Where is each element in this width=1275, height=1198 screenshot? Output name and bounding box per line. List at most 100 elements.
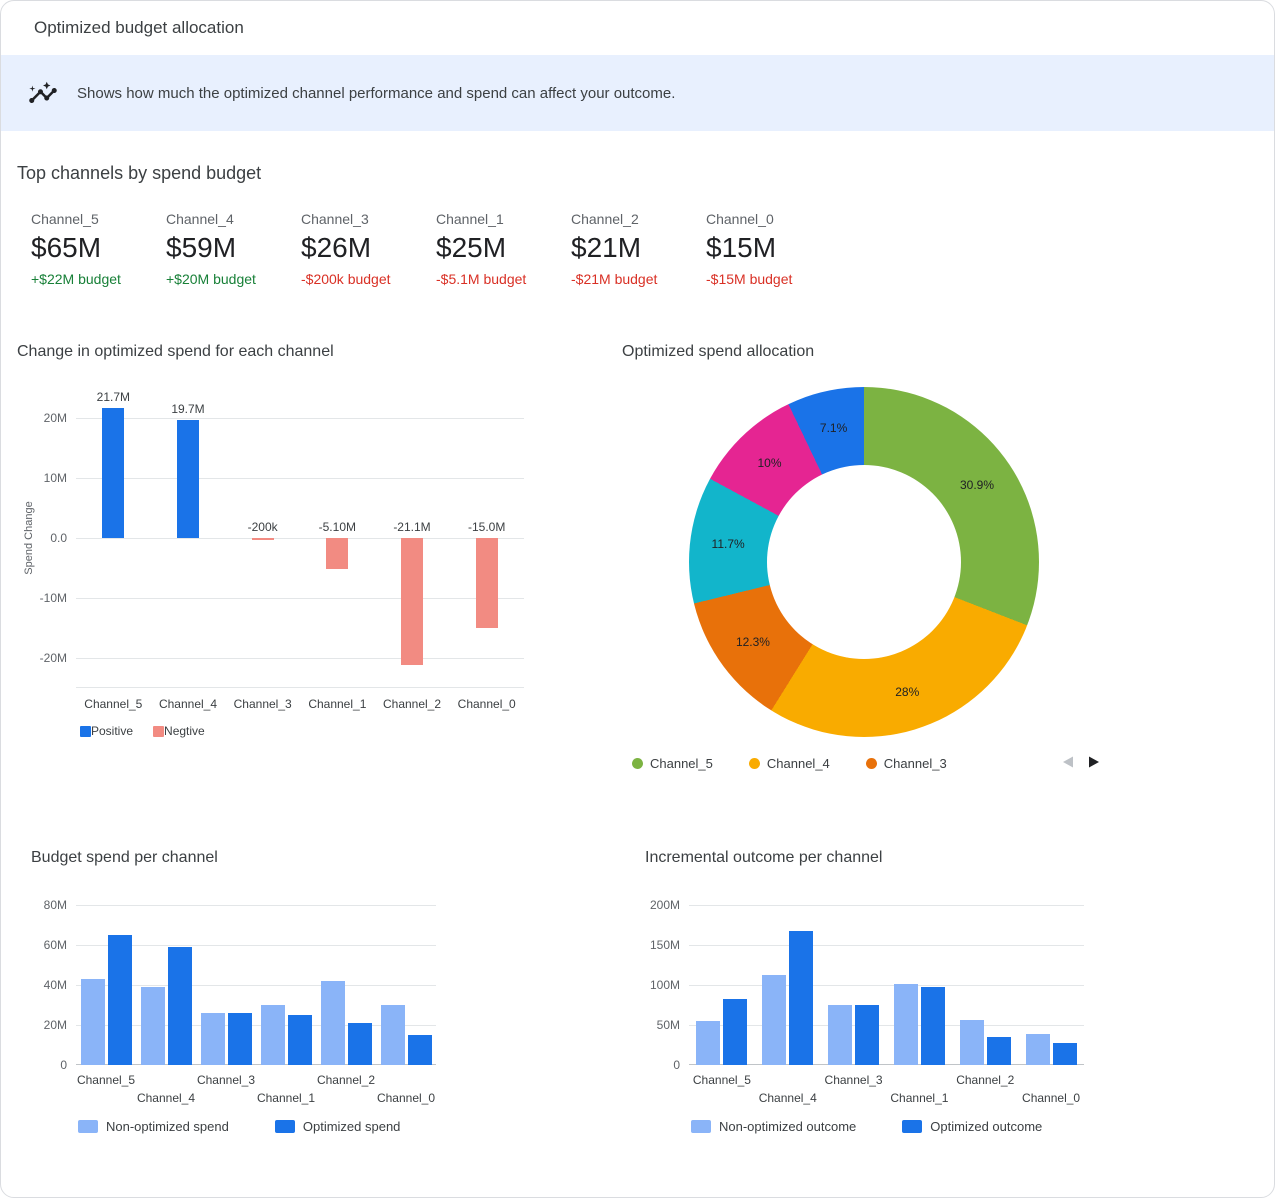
legend-swatch	[274, 1120, 295, 1133]
bar-non-optimized-spend-channel-2[interactable]	[320, 981, 345, 1065]
titlebar: Optimized budget allocation	[1, 1, 1274, 55]
legend-item-non-optimized-outcome: Non-optimized outcome	[691, 1119, 856, 1134]
spend-change-legend: Positive Negtive	[80, 724, 524, 738]
legend-swatch	[78, 1120, 98, 1133]
bar-optimized-spend-channel-0[interactable]	[407, 1035, 432, 1065]
bar-non-optimized-outcome-channel-3[interactable]	[828, 1005, 853, 1065]
charts-row-bottom: Budget spend per channel 0 20M 40M 60M 80M C…	[1, 849, 1274, 1134]
incremental-outcome-chart-title: Incremental outcome per channel	[645, 849, 883, 866]
bar-channel-3[interactable]	[251, 538, 274, 540]
bar-non-optimized-outcome-channel-2[interactable]	[959, 1020, 984, 1065]
y-tick-label: 150M	[649, 938, 680, 952]
gridline	[76, 478, 524, 479]
budget-spend-legend: Non-optimized spend Optimized spend	[78, 1119, 436, 1134]
next-triangle-icon	[1088, 755, 1101, 772]
channel-budget-delta: -$200k budget	[301, 271, 391, 287]
donut-slice-label: 12.3%	[735, 635, 770, 650]
bar-non-optimized-spend-channel-3[interactable]	[200, 1013, 225, 1065]
x-axis-label: Channel_5	[76, 1073, 136, 1087]
gridline	[689, 985, 1084, 986]
bar-value-label: -21.1M	[393, 520, 431, 534]
bar-channel-1[interactable]	[326, 538, 349, 569]
legend-label: Optimized outcome	[930, 1119, 1043, 1134]
x-axis-labels: Channel_5 Channel_4 Channel_3 Channel_1 Chan…	[76, 697, 524, 711]
y-tick-label: 60M	[43, 938, 67, 952]
bar-optimized-outcome-channel-1[interactable]	[920, 987, 945, 1065]
bar-non-optimized-outcome-channel-5[interactable]	[696, 1021, 721, 1065]
channel-name: Channel_3	[301, 211, 369, 227]
legend-item-channel-5: Channel_5	[632, 756, 713, 771]
charts-row-middle: Change in optimized spend for each chann…	[1, 343, 1274, 773]
y-tick-label: 200M	[649, 898, 680, 912]
channel-budget-delta: -$21M budget	[571, 271, 658, 287]
x-axis-label: Channel_4	[136, 1091, 196, 1105]
bar-optimized-spend-channel-5[interactable]	[107, 935, 132, 1065]
legend-label: Non-optimized spend	[106, 1119, 229, 1134]
channel-name: Channel_5	[31, 211, 99, 227]
gridline	[76, 985, 436, 986]
bar-optimized-outcome-channel-5[interactable]	[723, 998, 748, 1065]
legend-swatch	[153, 725, 165, 737]
channel-card-channel-0: Channel_0 $15M -$15M budget	[706, 211, 841, 287]
x-axis-label: Channel_5	[692, 1073, 751, 1087]
legend-item-channel-3: Channel_3	[865, 756, 947, 771]
spend-change-plot: 20M 10M 0.0 -10M -20M 21.7M 19.7M -200k -5.10M -2…	[40, 388, 524, 688]
x-axis-label: Channel_3	[196, 1073, 256, 1087]
y-tick-label: 20M	[43, 411, 67, 425]
bar-non-optimized-spend-channel-5[interactable]	[80, 979, 105, 1065]
y-tick-label: 100M	[649, 978, 680, 992]
bar-optimized-spend-channel-2[interactable]	[347, 1023, 372, 1065]
bar-channel-2[interactable]	[401, 538, 423, 665]
x-axis-label: Channel_4	[758, 1091, 817, 1105]
x-axis-label: Channel_2	[316, 1073, 376, 1087]
y-tick-label: -20M	[39, 651, 67, 665]
budget-spend-plot: 0 20M 40M 60M 80M	[44, 895, 436, 1072]
donut-slice-label: 7.1%	[819, 421, 848, 436]
bar-optimized-spend-channel-1[interactable]	[287, 1015, 312, 1065]
bar-non-optimized-spend-channel-1[interactable]	[260, 1005, 285, 1065]
legend-swatch	[80, 725, 91, 737]
donut-slice-label: 28%	[895, 684, 920, 699]
channel-card-channel-3: Channel_3 $26M -$200k budget	[301, 211, 436, 287]
bar-optimized-spend-channel-3[interactable]	[227, 1013, 252, 1065]
bar-value-label: -5.10M	[318, 520, 356, 534]
gridline	[76, 598, 524, 599]
channel-card-channel-4: Channel_4 $59M +$20M budget	[166, 211, 301, 287]
channel-spend-value: $59M	[166, 232, 237, 263]
gridline	[76, 538, 524, 539]
channel-card-channel-5: Channel_5 $65M +$22M budget	[31, 211, 166, 287]
incremental-outcome-chart: 0 50M 100M 150M 200M Channel_5 Channel_4 Chann…	[650, 895, 1084, 1134]
x-axis-label: Channel_3	[824, 1073, 883, 1087]
x-axis-label: Channel_2	[382, 697, 442, 711]
bar-optimized-outcome-channel-3[interactable]	[855, 1005, 880, 1065]
spend-allocation-chart-block: Optimized spend allocation 7.1% 30.9% 28% 1…	[622, 343, 1274, 773]
legend-next-button[interactable]	[1084, 753, 1104, 773]
bar-channel-4[interactable]	[177, 419, 199, 538]
spend-change-chart-title: Change in optimized spend for each chann…	[17, 343, 334, 360]
bar-non-optimized-outcome-channel-0[interactable]	[1025, 1033, 1050, 1065]
bar-optimized-outcome-channel-4[interactable]	[789, 931, 814, 1065]
bar-non-optimized-spend-channel-0[interactable]	[380, 1005, 405, 1065]
legend-item-negtive: Negtive	[153, 724, 205, 738]
bar-optimized-outcome-channel-2[interactable]	[986, 1037, 1011, 1065]
x-axis-labels: Channel_5 Channel_4 Channel_3 Channel_1 Chan…	[689, 1065, 1084, 1111]
donut-chart: 7.1% 30.9% 28% 12.3% 11.7% 10%	[689, 387, 1039, 737]
legend-item-positive: Positive	[80, 724, 133, 738]
spend-allocation-chart-title: Optimized spend allocation	[622, 343, 815, 360]
channel-card-channel-1: Channel_1 $25M -$5.1M budget	[436, 211, 571, 287]
bar-optimized-outcome-channel-0[interactable]	[1052, 1043, 1077, 1065]
bar-non-optimized-spend-channel-4[interactable]	[140, 987, 165, 1065]
budget-spend-chart-block: Budget spend per channel 0 20M 40M 60M 80M C…	[1, 849, 622, 1134]
top-channels-title: Top channels by spend budget	[17, 163, 262, 183]
channel-spend-value: $25M	[436, 232, 507, 263]
bar-channel-5[interactable]	[102, 407, 125, 538]
y-tick-label: 80M	[43, 898, 67, 912]
bar-non-optimized-outcome-channel-1[interactable]	[893, 984, 918, 1065]
channel-spend-value: $26M	[301, 232, 372, 263]
legend-prev-button[interactable]	[1057, 753, 1077, 773]
bar-channel-0[interactable]	[475, 538, 498, 628]
bar-optimized-spend-channel-4[interactable]	[167, 947, 192, 1065]
gridline	[76, 945, 436, 946]
bar-non-optimized-outcome-channel-4[interactable]	[762, 975, 787, 1065]
